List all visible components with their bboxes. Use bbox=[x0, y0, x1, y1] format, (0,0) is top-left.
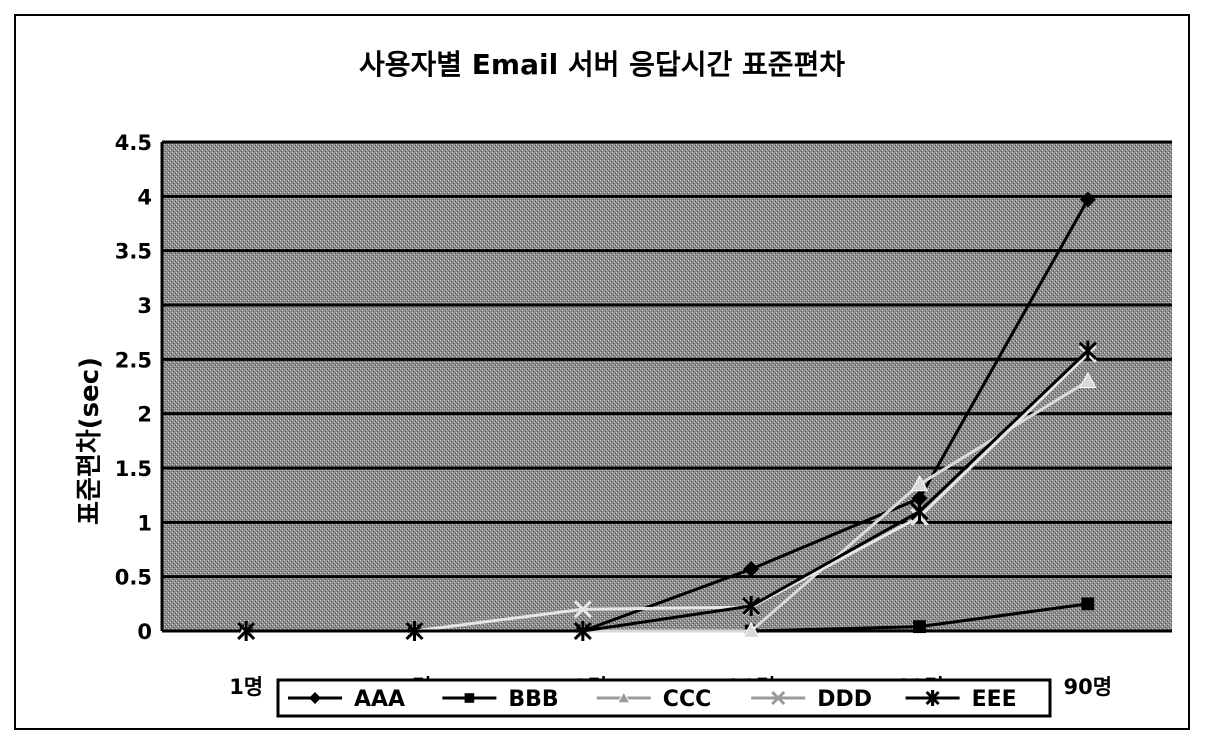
y-tick-label: 2.5 bbox=[115, 348, 152, 372]
legend-label: CCC bbox=[663, 687, 711, 712]
y-tick-label: 4 bbox=[137, 185, 152, 209]
data-point bbox=[573, 621, 592, 641]
y-tick-label: 4.5 bbox=[115, 131, 152, 155]
data-point bbox=[1081, 597, 1095, 611]
y-tick-label: 0.5 bbox=[115, 566, 152, 590]
data-point bbox=[911, 490, 928, 507]
y-tick-label: 2 bbox=[137, 403, 152, 427]
series-eee bbox=[237, 340, 1097, 641]
y-axis-ticks: 0 0.5 1 1.5 2 2.5 3 3.5 4 4.5 bbox=[115, 131, 152, 644]
legend-label: AAA bbox=[354, 687, 405, 712]
series-lines bbox=[237, 191, 1097, 641]
legend-label: BBB bbox=[508, 687, 558, 712]
data-point bbox=[237, 621, 256, 641]
x-tick-label: 90명 bbox=[1064, 675, 1113, 699]
data-point bbox=[742, 596, 761, 617]
x-tick-label: 1명 bbox=[229, 675, 263, 699]
chart-frame: 사용자별 Email 서버 응답시간 표준편차 표준편차(sec) 0 0.5 1 1… bbox=[14, 14, 1190, 730]
data-point bbox=[910, 475, 929, 492]
legend: AAA BBB CCC DDD EEE bbox=[276, 678, 1052, 718]
data-point bbox=[1078, 340, 1097, 361]
y-tick-label: 3 bbox=[137, 294, 152, 318]
data-point bbox=[309, 692, 321, 704]
chart-svg: 사용자별 Email 서버 응답시간 표준편차 표준편차(sec) 0 0.5 1 1… bbox=[75, 48, 1172, 718]
y-axis-label: 표준편차(sec) bbox=[75, 357, 105, 525]
data-point bbox=[910, 501, 929, 522]
data-point bbox=[616, 690, 631, 704]
y-tick-label: 3.5 bbox=[115, 240, 152, 264]
y-tick-label: 1 bbox=[137, 511, 152, 535]
data-point bbox=[1078, 372, 1097, 388]
plot-area bbox=[162, 142, 1172, 631]
legend-label: EEE bbox=[972, 687, 1017, 712]
y-tick-label: 0 bbox=[137, 620, 152, 644]
data-point bbox=[771, 690, 786, 706]
legend-item-bbb: BBB bbox=[442, 687, 559, 712]
legend-item-aaa: AAA bbox=[288, 687, 405, 712]
series-line bbox=[246, 349, 1089, 633]
data-point bbox=[464, 693, 475, 703]
data-point bbox=[913, 620, 926, 634]
data-point bbox=[573, 600, 592, 619]
legend-label: DDD bbox=[817, 687, 872, 712]
legend-item-eee: EEE bbox=[905, 687, 1017, 712]
legend-item-ccc: CCC bbox=[596, 687, 711, 712]
data-point bbox=[743, 561, 760, 578]
data-point bbox=[925, 690, 940, 706]
data-point bbox=[405, 621, 424, 641]
y-tick-label: 1.5 bbox=[115, 457, 152, 481]
legend-item-ddd: DDD bbox=[751, 687, 872, 712]
grid-lines bbox=[160, 140, 1172, 633]
data-point bbox=[1079, 191, 1096, 208]
data-point bbox=[742, 621, 761, 638]
chart-title: 사용자별 Email 서버 응답시간 표준편차 bbox=[359, 48, 845, 81]
